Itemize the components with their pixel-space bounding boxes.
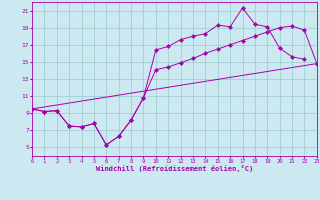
X-axis label: Windchill (Refroidissement éolien,°C): Windchill (Refroidissement éolien,°C) [96, 165, 253, 172]
